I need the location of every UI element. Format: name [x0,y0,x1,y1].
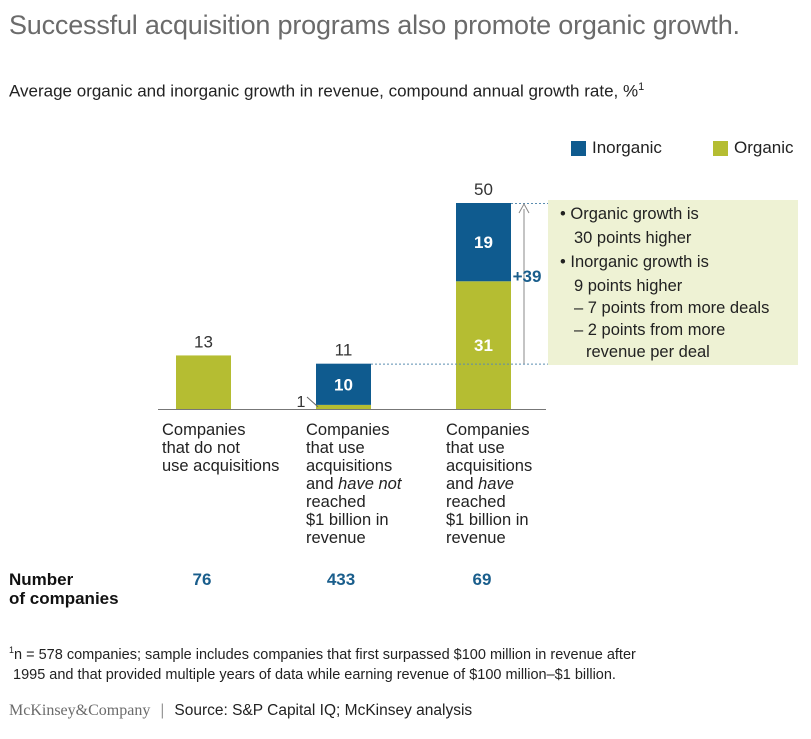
category-label-line: reached [446,493,506,511]
segment-label-organic-3: 31 [474,336,493,355]
category-label-no-acquisitions: Companies that do not use acquisitions [162,421,279,475]
category-label-line: that use [306,439,365,457]
footnote-line-2: 1995 and that provided multiple years of… [13,666,616,683]
category-label-line: $1 billion in [446,511,529,529]
segment-label-inorganic-3: 19 [474,233,493,252]
total-label-1: 13 [194,332,213,351]
segment-label-organic-2: 1 [297,394,306,411]
chart-title: Successful acquisition programs also pro… [9,10,740,40]
category-label-line: that use [446,439,505,457]
category-label-line: and have not [306,475,402,493]
company-count-1: 76 [192,570,212,589]
subtitle-text: Average organic and inorganic growth in … [9,81,639,101]
category-label-line: revenue [306,529,366,547]
segment-leader-line [306,396,319,408]
category-label-line: Companies [446,421,530,439]
category-label-line: revenue [446,529,506,547]
callout-line-4: 9 points higher [574,277,683,295]
callout-line-5: – 7 points from more deals [574,299,770,317]
legend-label-organic: Organic [734,138,794,157]
callout-line-2: 30 points higher [574,229,692,247]
companies-header: Number of companies [9,570,119,608]
source-separator: | [160,702,165,719]
category-label-below-1b: Companies that use acquisitions and have no… [306,421,401,547]
category-label-line: reached [306,493,366,511]
legend-item-organic: Organic [713,138,794,158]
companies-header-line-1: Number [9,570,74,589]
footnote: 1n = 578 companies; sample includes comp… [9,640,636,685]
bar-organic-3 [456,281,511,409]
footnote-text-1: n = 578 companies; sample includes compa… [14,646,636,663]
bar-inorganic-2 [316,363,371,405]
difference-arrow-head [518,202,530,214]
bar-organic-2 [316,404,371,409]
category-label-line: Companies [306,421,390,439]
source-text: Source: S&P Capital IQ; McKinsey analysi… [174,702,473,719]
category-label-above-1b: Companies that use acquisitions and have rea… [446,421,532,547]
callout-line-6: – 2 points from more [574,321,726,339]
legend-swatch-organic [713,140,728,156]
callout-line-1: • Organic growth is [560,205,699,223]
legend-swatch-inorganic [571,140,586,156]
callout-line-3: • Inorganic growth is [560,253,709,271]
legend-label-inorganic: Inorganic [592,138,662,157]
difference-label: +39 [513,267,542,286]
brand-logo-text: McKinsey&Company [9,702,151,719]
footnote-line-1: 1n = 578 companies; sample includes comp… [9,640,636,665]
category-label-line: $1 billion in [306,511,389,529]
category-label-line: that do not [162,439,240,457]
company-count-3: 69 [472,570,492,589]
company-count-2: 433 [326,570,356,589]
category-label-line: acquisitions [306,457,393,475]
callout-line-7: revenue per deal [586,343,710,361]
footnote-marker: 1 [9,645,15,655]
subtitle-footnote-marker: 1 [638,81,645,93]
callout-box: • Organic growth is 30 points higher • I… [548,200,798,365]
total-label-2: 11 [335,341,353,360]
category-label-line: and have [446,475,514,493]
bar-inorganic-3 [456,203,511,282]
category-label-line: use acquisitions [162,457,280,475]
category-label-line: Companies [162,421,246,439]
legend-item-inorganic: Inorganic [571,138,662,158]
source-line: McKinsey&Company | Source: S&P Capital IQ;… [9,702,472,720]
chart-subtitle: Average organic and inorganic growth in … [9,81,644,102]
segment-label-inorganic-2: 10 [334,375,353,394]
total-label-3: 50 [474,180,493,199]
companies-header-line-2: of companies [9,589,119,608]
category-label-line: acquisitions [446,457,533,475]
bar-organic-1 [176,355,231,409]
